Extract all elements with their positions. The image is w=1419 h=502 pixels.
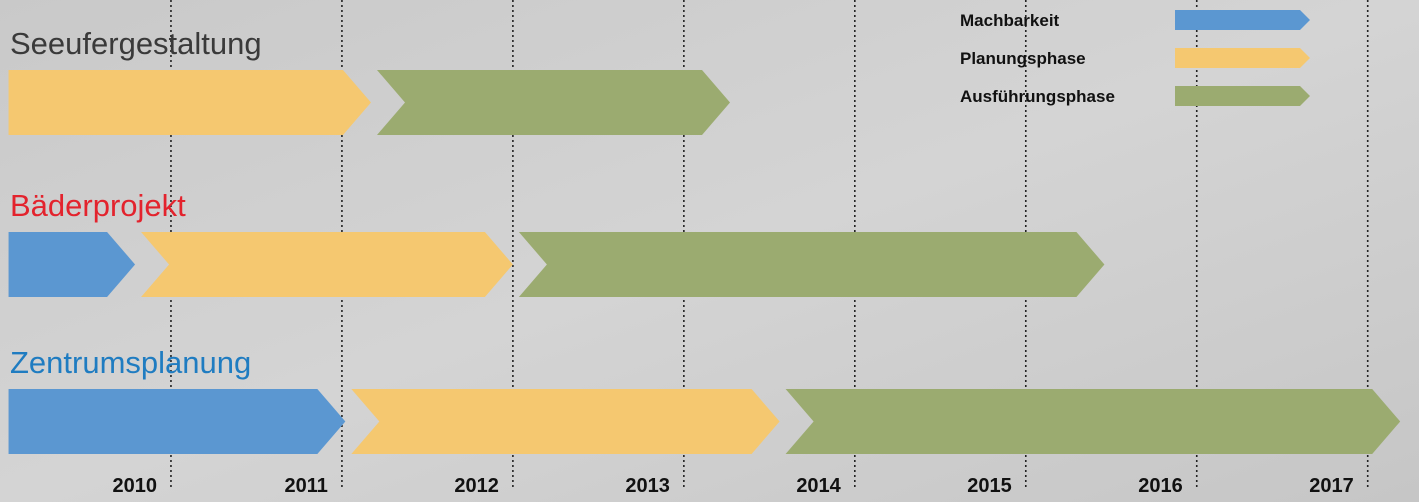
legend-swatch: [1175, 48, 1310, 68]
legend-label: Ausführungsphase: [960, 87, 1115, 106]
x-tick-label: 2013: [625, 475, 670, 497]
phase-bar: [376, 70, 731, 135]
phase-bar: [8, 232, 136, 297]
phase-bar: [8, 70, 371, 135]
group-title: Bäderprojekt: [10, 188, 186, 223]
group-title: Zentrumsplanung: [10, 345, 251, 380]
legend-swatch: [1175, 10, 1310, 30]
legend-swatch: [1175, 86, 1310, 106]
x-tick-label: 2012: [454, 475, 499, 497]
phase-bar: [8, 389, 346, 454]
x-tick-label: 2017: [1309, 475, 1354, 497]
legend-label: Planungsphase: [960, 49, 1086, 68]
phase-bar: [141, 232, 513, 297]
x-tick-label: 2010: [112, 475, 157, 497]
legend-label: Machbarkeit: [960, 11, 1060, 30]
x-tick-label: 2011: [285, 475, 328, 497]
x-tick-label: 2014: [796, 475, 841, 497]
phase-bar: [351, 389, 780, 454]
x-tick-label: 2016: [1138, 475, 1183, 497]
group-title: Seeufergestaltung: [10, 26, 262, 61]
phase-bar: [785, 389, 1401, 454]
x-tick-label: 2015: [967, 475, 1012, 497]
phase-bar: [518, 232, 1105, 297]
